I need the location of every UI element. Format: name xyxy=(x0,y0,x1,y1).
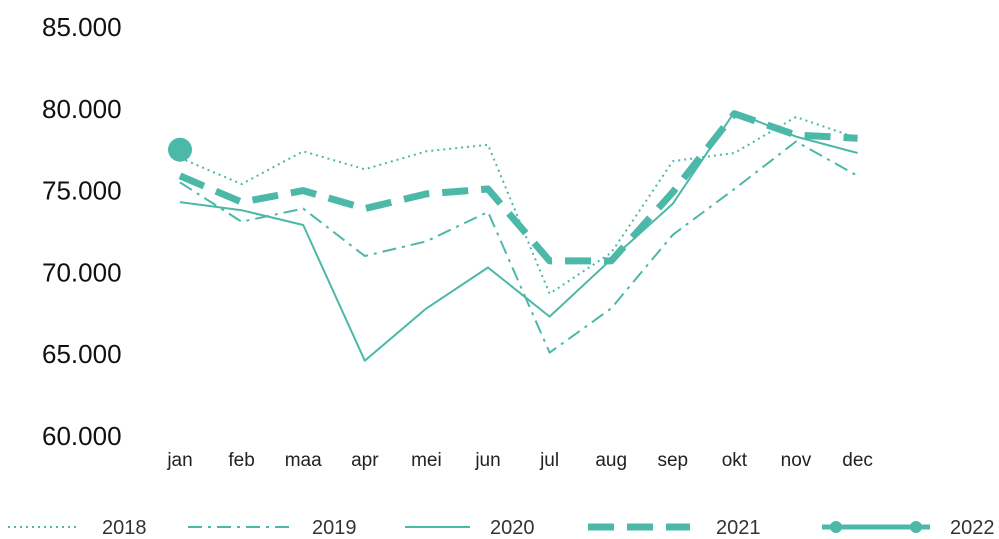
series-2018-line xyxy=(179,116,858,295)
series-2022-point xyxy=(168,137,192,162)
x-tick-label: okt xyxy=(722,450,748,471)
y-tick-label: 70.000 xyxy=(42,257,122,287)
x-tick-label: maa xyxy=(285,450,322,471)
x-tick-label: jun xyxy=(474,450,500,471)
x-tick-label: jul xyxy=(539,450,559,471)
y-tick-label: 75.000 xyxy=(42,176,122,206)
legend-label-2018: 2018 xyxy=(102,517,147,539)
y-tick-label: 65.000 xyxy=(42,339,122,369)
x-tick-label: dec xyxy=(842,450,873,471)
series-2019-line xyxy=(179,140,859,354)
x-tick-label: jan xyxy=(166,450,192,471)
y-tick-label: 80.000 xyxy=(42,94,122,124)
legend-marker-2022 xyxy=(830,521,842,533)
legend-marker-2022 xyxy=(910,521,922,533)
x-tick-label: nov xyxy=(781,450,812,471)
legend-label-2020: 2020 xyxy=(490,517,535,539)
legend-label-2019: 2019 xyxy=(312,517,357,539)
series-2020-line xyxy=(179,111,858,362)
x-tick-label: aug xyxy=(595,450,627,471)
legend-label-2021: 2021 xyxy=(716,517,761,539)
x-tick-label: sep xyxy=(657,450,688,471)
x-tick-label: apr xyxy=(351,450,379,471)
x-tick-label: feb xyxy=(228,450,254,471)
series-2021-line xyxy=(178,110,858,265)
y-tick-label: 85.000 xyxy=(42,12,122,42)
y-tick-label: 60.000 xyxy=(42,421,122,451)
legend-label-2022: 2022 xyxy=(950,517,995,539)
x-tick-label: mei xyxy=(411,450,442,471)
